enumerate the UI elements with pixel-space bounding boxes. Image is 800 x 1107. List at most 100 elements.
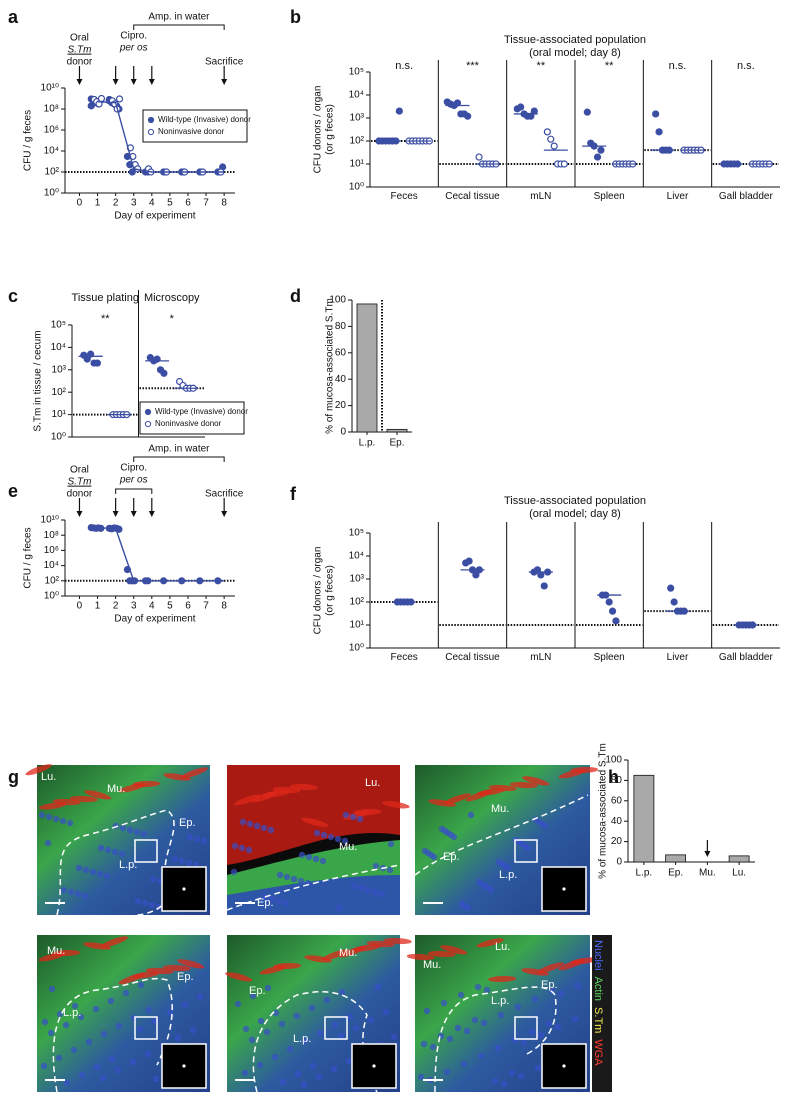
category-label: Gall bladder bbox=[718, 191, 773, 202]
y-tick-label: 80 bbox=[335, 321, 347, 332]
data-point bbox=[530, 107, 538, 115]
significance: n.s. bbox=[669, 60, 687, 72]
y-tick-label: 10¹⁰ bbox=[41, 515, 59, 526]
nucleus bbox=[534, 1064, 542, 1072]
panel-letter: c bbox=[8, 286, 18, 306]
x-tick-label: L.p. bbox=[359, 438, 376, 449]
nucleus bbox=[364, 886, 372, 894]
micrograph-blob bbox=[101, 936, 128, 948]
nucleus bbox=[133, 828, 141, 836]
data-point bbox=[560, 160, 568, 168]
nucleus bbox=[271, 1053, 279, 1061]
cipro-label: Cipro. bbox=[120, 463, 147, 474]
nucleus bbox=[386, 866, 394, 874]
nucleus bbox=[272, 1009, 280, 1017]
legend-label: Wild-type (Invasive) donor bbox=[155, 407, 248, 416]
nucleus bbox=[316, 1029, 324, 1037]
stain-legend-entry: WGA bbox=[592, 1039, 604, 1066]
nucleus bbox=[141, 899, 149, 907]
cipro-label: per os bbox=[119, 43, 148, 54]
nucleus bbox=[446, 1035, 454, 1043]
nucleus bbox=[200, 837, 208, 845]
nucleus bbox=[248, 1036, 256, 1044]
micrograph-blob bbox=[52, 798, 81, 806]
nucleus bbox=[334, 835, 342, 843]
micrograph-blob bbox=[272, 786, 301, 794]
significance: ** bbox=[101, 313, 110, 325]
micrograph: Mu. Ep. L.p. bbox=[225, 935, 412, 1093]
nucleus bbox=[335, 904, 343, 912]
stain-legend: Nuclei Actin S.Tm WGA bbox=[592, 940, 604, 1066]
nucleus bbox=[356, 815, 364, 823]
y-tick-label: 10⁴ bbox=[44, 146, 59, 157]
nucleus bbox=[480, 1019, 488, 1027]
y-axis-label: (or g feces) bbox=[325, 565, 336, 616]
legend-marker bbox=[147, 128, 155, 136]
significance: n.s. bbox=[395, 60, 413, 72]
nucleus bbox=[140, 830, 148, 838]
significance: * bbox=[170, 313, 175, 325]
arrow-head bbox=[112, 79, 119, 85]
median-line bbox=[97, 100, 225, 173]
nucleus bbox=[279, 1078, 287, 1086]
significance: *** bbox=[466, 60, 480, 72]
micrograph-blob bbox=[177, 959, 205, 969]
nucleus bbox=[282, 899, 290, 907]
nucleus bbox=[474, 983, 482, 991]
y-tick-label: 0 bbox=[616, 857, 622, 868]
nucleus bbox=[387, 840, 395, 848]
y-tick-label: 10² bbox=[45, 575, 60, 586]
micrograph-layer bbox=[227, 765, 400, 865]
nucleus bbox=[249, 992, 257, 1000]
micrograph-blob bbox=[488, 975, 517, 983]
micrograph: Lu. Mu. Ep. L.p. bbox=[406, 935, 598, 1093]
nucleus bbox=[59, 817, 67, 825]
nucleus bbox=[338, 988, 346, 996]
data-point bbox=[115, 95, 124, 103]
event-label: Oral bbox=[70, 33, 89, 44]
nucleus bbox=[514, 1003, 522, 1011]
bar bbox=[356, 303, 378, 433]
x-axis-label: Day of experiment bbox=[114, 211, 195, 222]
nucleus bbox=[93, 1063, 101, 1071]
category-label: Tissue plating bbox=[72, 292, 139, 304]
category-label: mLN bbox=[530, 191, 552, 202]
nucleus bbox=[122, 989, 130, 997]
nucleus bbox=[137, 981, 145, 989]
significance: n.s. bbox=[737, 60, 755, 72]
micrograph-blob bbox=[537, 962, 564, 974]
category-label: Microscopy bbox=[144, 292, 200, 304]
nucleus bbox=[275, 897, 283, 905]
data-point bbox=[128, 168, 136, 176]
nucleus bbox=[242, 1025, 250, 1033]
category-label-box: Spleen bbox=[594, 652, 625, 663]
cipro-label: per os bbox=[119, 475, 148, 486]
micrograph-blob bbox=[444, 793, 471, 805]
arrow-head bbox=[221, 79, 228, 85]
nucleus bbox=[327, 833, 335, 841]
nucleus bbox=[483, 986, 491, 994]
y-tick-label: 20 bbox=[335, 400, 347, 411]
data-point bbox=[605, 598, 613, 606]
category-label-box: mLN bbox=[530, 652, 551, 663]
arrow-head bbox=[130, 511, 137, 517]
legend bbox=[139, 401, 245, 435]
micrograph-blob bbox=[570, 766, 599, 774]
arrow-head bbox=[148, 79, 155, 85]
nucleus bbox=[63, 1079, 71, 1087]
y-tick-label: 10⁵ bbox=[349, 528, 364, 539]
y-axis-label: CFU donors / organ bbox=[313, 86, 324, 174]
nucleus bbox=[239, 818, 247, 826]
x-tick-label: 0 bbox=[77, 601, 83, 612]
nucleus bbox=[256, 1061, 264, 1069]
legend-marker bbox=[144, 408, 152, 416]
y-tick-label: 10⁰ bbox=[349, 182, 364, 193]
nucleus bbox=[346, 1013, 354, 1021]
y-axis-label: (or g feces) bbox=[325, 104, 336, 155]
tissue-label: Mu. bbox=[423, 959, 441, 971]
panel-letter: h bbox=[608, 767, 619, 787]
nucleus bbox=[382, 1008, 390, 1016]
category-label: Cecal tissue bbox=[445, 191, 500, 202]
nucleus bbox=[97, 844, 105, 852]
